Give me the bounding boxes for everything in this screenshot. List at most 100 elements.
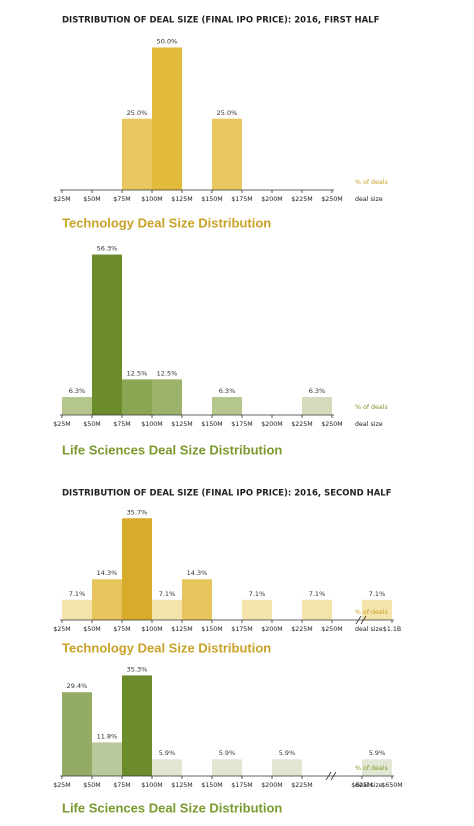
bar: [62, 599, 92, 620]
x-tick-label: $225M: [291, 782, 312, 789]
x-tick-label: $250M: [321, 626, 342, 633]
unit-label: % of deals: [355, 404, 388, 411]
axis-break: [360, 615, 367, 625]
value-label: 7.1%: [69, 590, 86, 598]
bar: [212, 397, 242, 415]
bar: [212, 118, 242, 190]
axis-break: [330, 771, 337, 781]
x-tick-label: $175M: [231, 421, 252, 428]
x-tick-label: $125M: [171, 421, 192, 428]
chart-title: Technology Deal Size Distribution: [62, 215, 271, 230]
bar: [152, 599, 182, 620]
x-tick-label: $125M: [171, 626, 192, 633]
value-label: 50.0%: [157, 38, 178, 46]
value-label: 25.0%: [127, 109, 148, 117]
value-label: 7.1%: [309, 590, 326, 598]
x-tick-label: $200M: [261, 421, 282, 428]
x-tick-label: $100M: [141, 782, 162, 789]
bar: [362, 599, 392, 620]
x-tick-label: $175M: [231, 196, 252, 203]
chart-title: Life Sciences Deal Size Distribution: [62, 800, 282, 815]
bar: [122, 379, 152, 415]
bar: [122, 118, 152, 190]
x-tick-label: $50M: [83, 782, 100, 789]
bar: [92, 254, 122, 415]
section-heading: DISTRIBUTION OF DEAL SIZE (FINAL IPO PRI…: [62, 489, 392, 499]
x-tick-label: $150M: [201, 782, 222, 789]
x-tick-label: $250M: [321, 196, 342, 203]
chart-title: Life Sciences Deal Size Distribution: [62, 442, 282, 457]
value-label: 12.5%: [157, 369, 178, 377]
bar: [92, 579, 122, 620]
bar: [152, 379, 182, 415]
x-tick-label: $200M: [261, 782, 282, 789]
value-label: 56.3%: [97, 245, 118, 253]
x-tick-label: $50M: [83, 196, 100, 203]
value-label: 5.9%: [369, 749, 386, 757]
value-label: 5.9%: [219, 749, 236, 757]
value-label: 6.3%: [309, 387, 326, 395]
value-label: 5.9%: [159, 749, 176, 757]
x-tick-label: $150M: [201, 626, 222, 633]
x-tick-label: $150M: [201, 421, 222, 428]
x-tick-label: $25M: [53, 626, 70, 633]
unit-label: % of deals: [355, 765, 388, 772]
value-label: 7.1%: [249, 590, 266, 598]
x-tick-label: $100M: [141, 626, 162, 633]
value-label: 35.3%: [127, 665, 148, 673]
x-axis-label: deal size: [355, 626, 383, 633]
bar: [122, 518, 152, 620]
x-tick-label: $250M: [321, 421, 342, 428]
bar: [152, 47, 182, 190]
value-label: 35.7%: [127, 508, 148, 516]
value-label: 12.5%: [127, 369, 148, 377]
x-tick-label: $125M: [171, 196, 192, 203]
x-tick-label: $1.1B: [383, 626, 401, 633]
bar: [302, 599, 332, 620]
value-label: 7.1%: [369, 590, 386, 598]
x-tick-label: $50M: [83, 626, 100, 633]
x-tick-label: $25M: [53, 196, 70, 203]
value-label: 7.1%: [159, 590, 176, 598]
x-axis-label: deal size: [355, 782, 383, 789]
value-label: 14.3%: [187, 569, 208, 577]
axis-break: [325, 771, 332, 781]
x-tick-label: $75M: [113, 196, 130, 203]
x-tick-label: $225M: [291, 421, 312, 428]
x-tick-label: $100M: [141, 421, 162, 428]
x-tick-label: $100M: [141, 196, 162, 203]
x-tick-label: $200M: [261, 196, 282, 203]
unit-label: % of deals: [355, 609, 388, 616]
x-tick-label: $75M: [113, 626, 130, 633]
x-tick-label: $175M: [231, 782, 252, 789]
bar: [362, 759, 392, 776]
chart-title: Technology Deal Size Distribution: [62, 640, 271, 655]
x-axis-label: deal size: [355, 421, 383, 428]
bar: [272, 759, 302, 776]
value-label: 29.4%: [67, 682, 88, 690]
bar: [62, 397, 92, 415]
value-label: 25.0%: [217, 109, 238, 117]
x-tick-label: $175M: [231, 626, 252, 633]
value-label: 6.3%: [69, 387, 86, 395]
section-heading: DISTRIBUTION OF DEAL SIZE (FINAL IPO PRI…: [62, 16, 380, 26]
value-label: 11.8%: [97, 732, 118, 740]
value-label: 14.3%: [97, 569, 118, 577]
bar: [62, 692, 92, 776]
bar: [122, 675, 152, 776]
x-axis-label: deal size: [355, 196, 383, 203]
bar: [92, 742, 122, 776]
x-tick-label: $225M: [291, 626, 312, 633]
axis-break: [355, 615, 362, 625]
bar: [182, 579, 212, 620]
value-label: 5.9%: [279, 749, 296, 757]
bar: [242, 599, 272, 620]
x-tick-label: $25M: [53, 782, 70, 789]
x-tick-label: $75M: [113, 782, 130, 789]
x-tick-label: $150M: [201, 196, 222, 203]
x-tick-label: $650M: [381, 782, 402, 789]
x-tick-label: $50M: [83, 421, 100, 428]
x-tick-label: $625M: [351, 782, 372, 789]
value-label: 6.3%: [219, 387, 236, 395]
